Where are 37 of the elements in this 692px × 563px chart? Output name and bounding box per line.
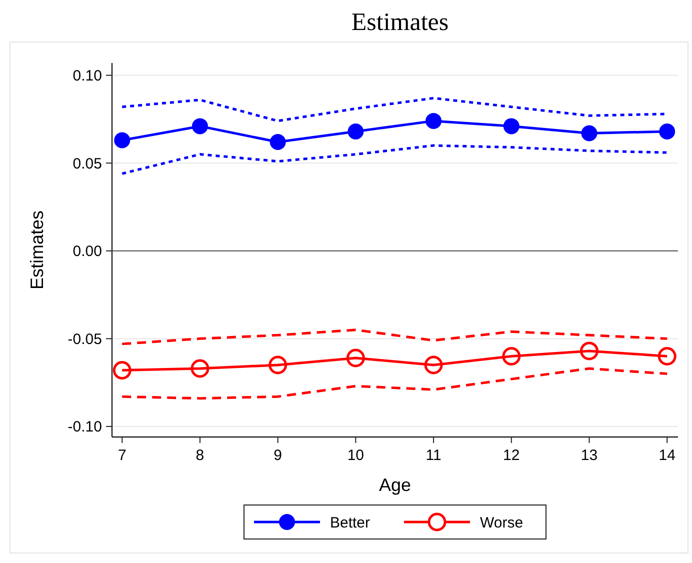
legend-label: Better — [330, 514, 370, 532]
chart-title: Estimates — [351, 9, 449, 36]
point — [348, 123, 364, 140]
point — [268, 356, 288, 374]
y-tick-label: -0.10 — [68, 418, 102, 436]
line-series — [120, 144, 668, 175]
point — [659, 123, 676, 140]
point — [270, 134, 286, 150]
x-tick-label: 11 — [426, 447, 442, 464]
point — [581, 125, 598, 142]
x-tick-label: 14 — [658, 447, 676, 464]
x-tick-label: 10 — [347, 447, 364, 464]
x-axis-title: Age — [378, 475, 412, 495]
x-tick-label: 9 — [274, 447, 282, 464]
point — [424, 356, 443, 374]
x-tick-label: 13 — [580, 447, 598, 464]
point — [503, 118, 520, 134]
line-series — [120, 367, 668, 400]
y-tick-label: 0.00 — [72, 243, 102, 260]
point — [658, 346, 676, 366]
point — [114, 132, 130, 148]
y-tick-label: 0.05 — [72, 155, 102, 172]
y-tick-label: -0.05 — [68, 330, 102, 348]
point — [502, 346, 521, 366]
point — [580, 342, 598, 360]
point — [346, 348, 365, 368]
y-axis-title: Estimates — [27, 210, 47, 290]
point — [112, 361, 132, 380]
x-tick-label: 12 — [503, 447, 520, 464]
point — [192, 118, 208, 134]
legend-label: Worse — [480, 514, 524, 532]
point — [426, 112, 442, 129]
x-tick-label: 8 — [196, 447, 204, 464]
point — [190, 359, 210, 378]
line-series — [120, 328, 668, 346]
y-tick-label: 0.10 — [72, 68, 102, 85]
x-tick-label: 7 — [118, 447, 126, 464]
